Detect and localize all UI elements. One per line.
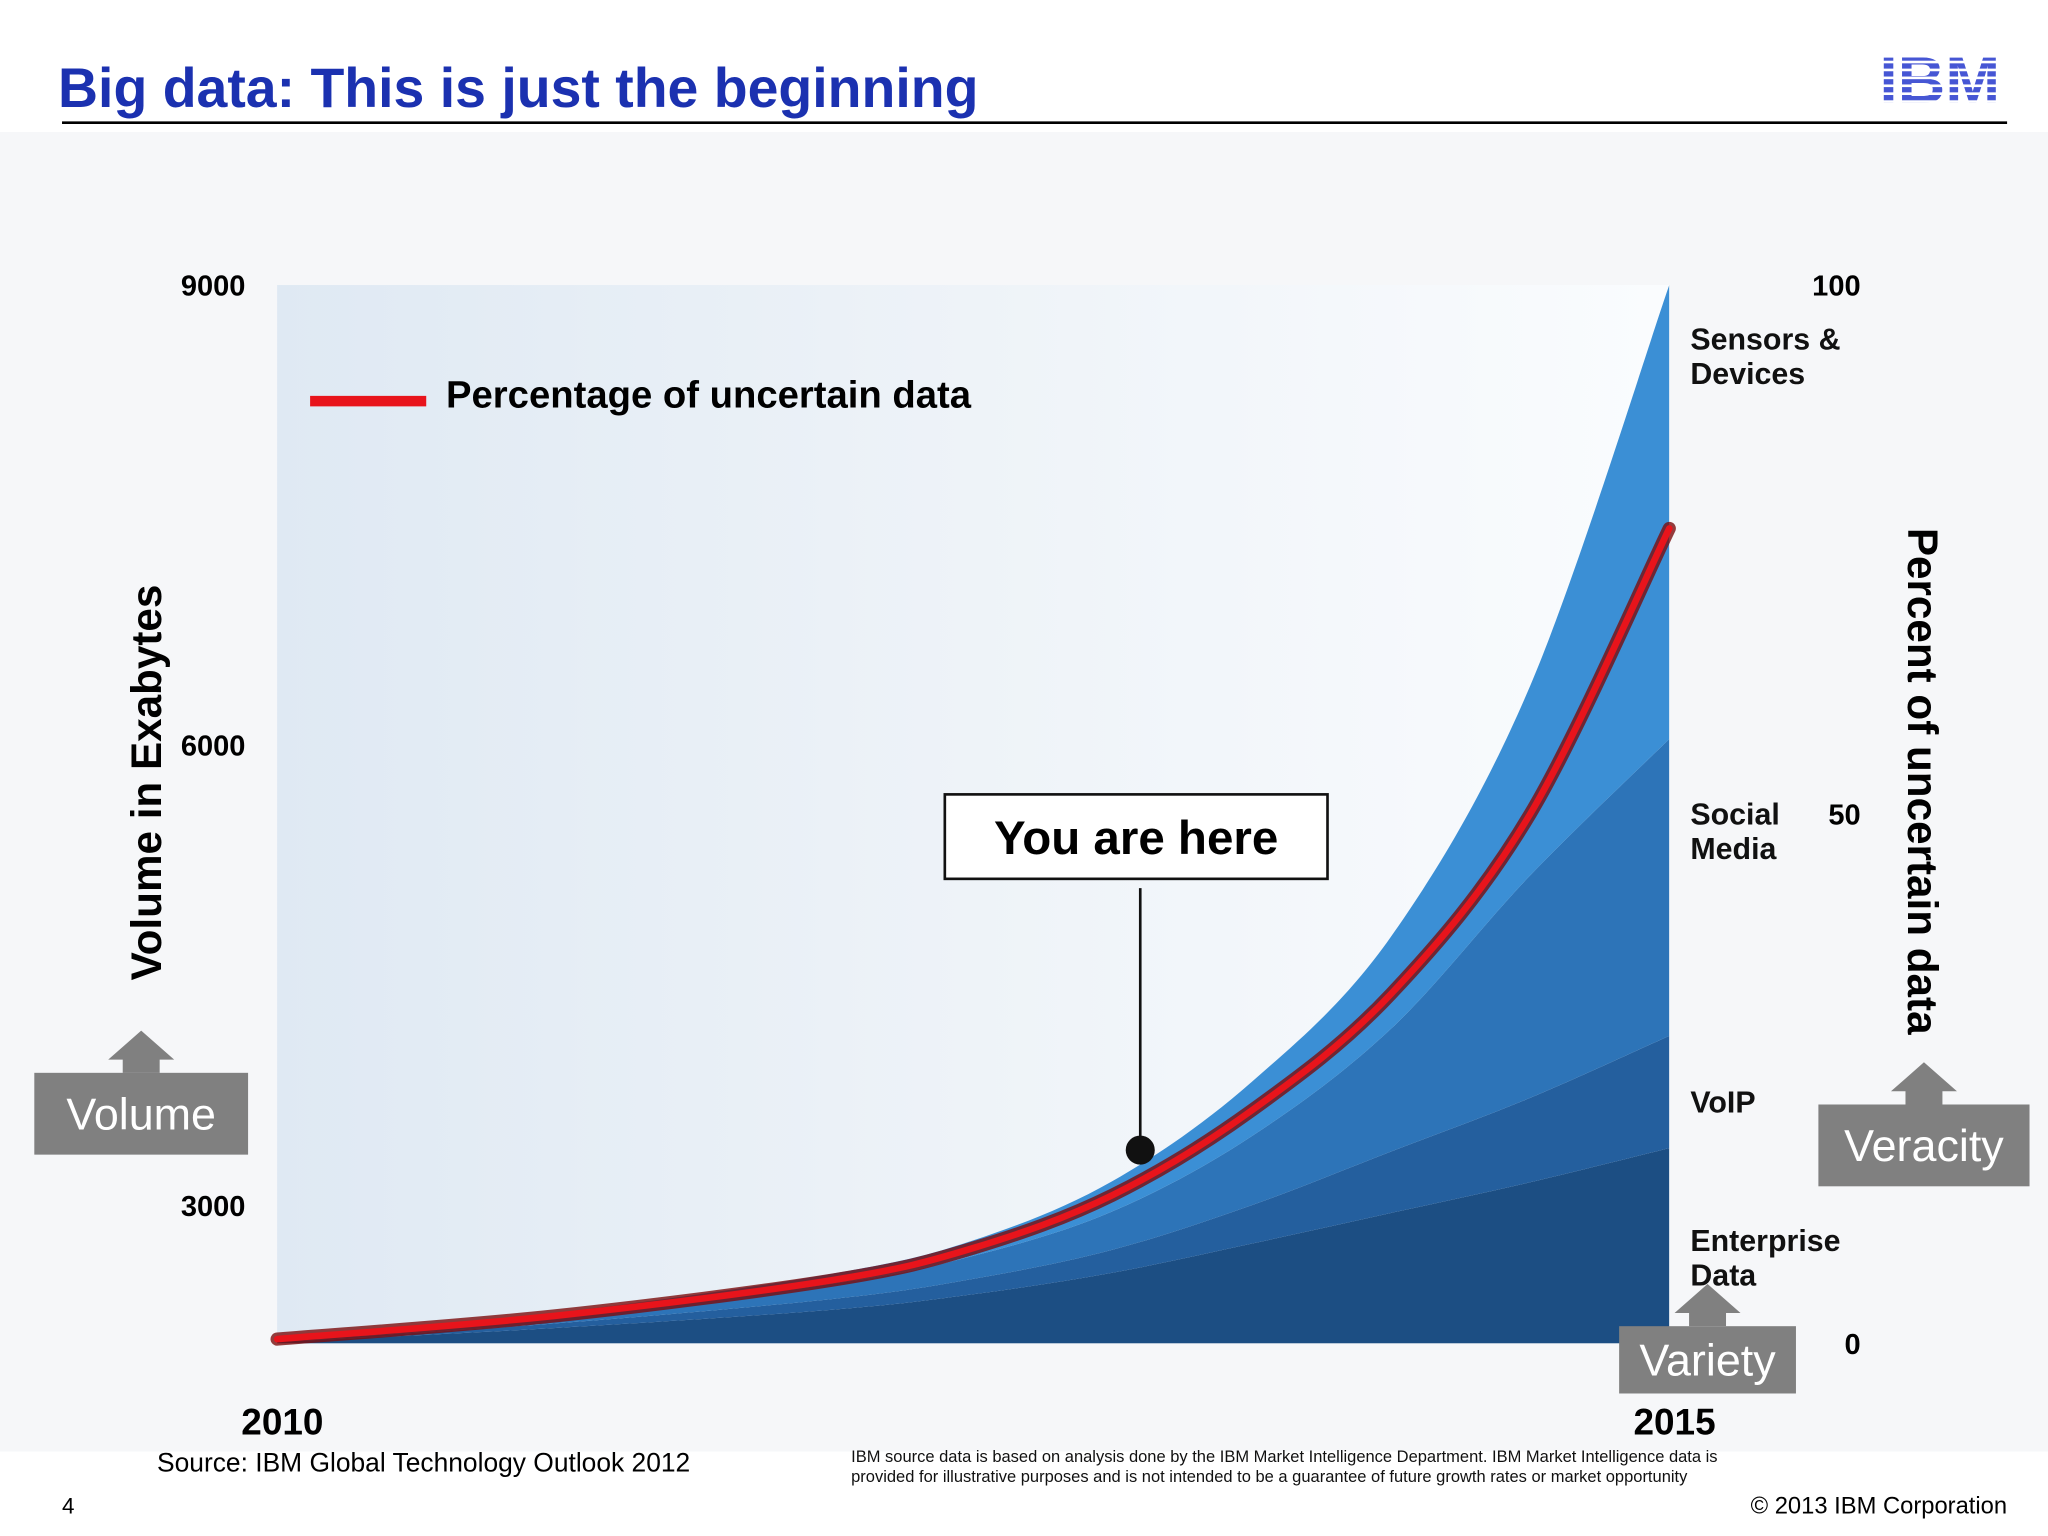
callout-arrow — [1890, 1062, 1957, 1105]
logo: IBM — [1879, 43, 2000, 117]
x-tick-label: 2015 — [1633, 1401, 1715, 1442]
y2-tick-label: 100 — [1812, 271, 1860, 303]
source: Source: IBM Global Technology Outlook 20… — [157, 1447, 690, 1477]
annotation-text: You are here — [994, 812, 1278, 865]
series-label: VoIP — [1690, 1084, 1756, 1120]
series-label-box: VoIP — [1690, 1084, 1756, 1120]
series-label-box: Social Media — [1690, 797, 1780, 866]
series-label-box: Enterprise Data — [1690, 1223, 1841, 1292]
callout-label: Veracity — [1844, 1120, 2004, 1171]
callout-box — [34, 1072, 249, 1155]
disclaimer: IBM source data is based on analysis don… — [851, 1447, 1718, 1486]
line — [273, 525, 1673, 1343]
y-tick-label: 3000 — [181, 1191, 246, 1223]
series-label: Sensors & Devices — [1690, 321, 1841, 391]
area-layer — [277, 1035, 1670, 1342]
series-label-box: Sensors & Devices — [1690, 321, 1841, 391]
area-layer — [277, 1148, 1670, 1344]
y-tick-label: 9000 — [181, 271, 246, 303]
y-tick-label: 6000 — [181, 731, 246, 763]
x-tick-label: 2010 — [241, 1401, 323, 1442]
area-layer — [277, 739, 1670, 1342]
series-label: Social Media — [1690, 797, 1780, 866]
area-layer — [277, 285, 1670, 1341]
copyright: © 2013 IBM Corporation — [1751, 1493, 2007, 1520]
y2-axis-title: Percent of uncertain data — [1899, 528, 1946, 1035]
y2-tick-label: 0 — [1844, 1329, 1860, 1361]
y-axis-title: Volume in Exabytes — [123, 585, 170, 981]
legend-label: Percentage of uncertain data — [446, 374, 972, 417]
annotation-dot — [1125, 1135, 1155, 1165]
plot — [277, 285, 1670, 1344]
slide-title: Big data: This is just the beginning — [58, 57, 978, 119]
callout-label: Volume — [66, 1089, 216, 1140]
y2-tick-label: 50 — [1828, 800, 1860, 832]
callout-label: Variety — [1639, 1335, 1776, 1386]
annotation-box — [943, 793, 1329, 881]
callout-arrow — [108, 1030, 175, 1073]
callout-box — [1818, 1104, 2030, 1187]
series-label: Enterprise Data — [1690, 1223, 1841, 1292]
page-number: 4 — [62, 1494, 74, 1519]
callout-arrow — [1674, 1283, 1741, 1327]
disclaimer-box: IBM source data is based on analysis don… — [851, 1447, 1718, 1486]
callout-box — [1619, 1326, 1796, 1394]
